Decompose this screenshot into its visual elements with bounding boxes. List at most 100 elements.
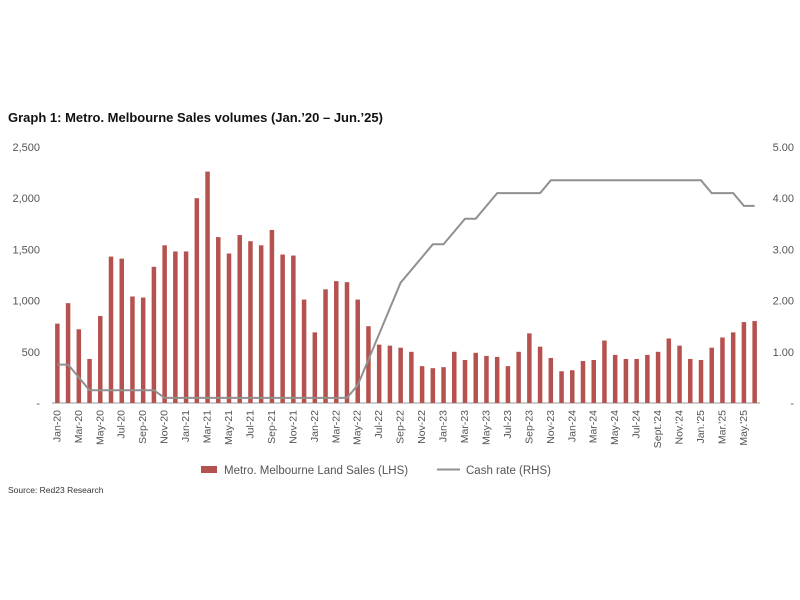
x-tick-label: May-24 [609, 410, 621, 445]
x-tick-label: Jan-23 [438, 410, 450, 442]
x-tick-label: Mar-22 [330, 410, 342, 443]
bar [216, 237, 221, 403]
bar [559, 371, 564, 403]
legend-swatch-land-sales [201, 466, 217, 473]
bar [527, 333, 532, 403]
bar [119, 258, 124, 403]
x-tick-label: Mar.'25 [716, 410, 728, 444]
left-tick-label: 500 [22, 347, 40, 359]
bar [162, 245, 167, 403]
x-tick-label: Nov-20 [159, 410, 171, 444]
x-tick-label: Jul-21 [244, 410, 256, 439]
bar [291, 255, 296, 403]
bar [494, 356, 500, 403]
x-tick-label: Nov.'24 [674, 410, 686, 445]
bar [269, 229, 275, 403]
x-tick-label: Jul-22 [373, 410, 385, 439]
bar [752, 321, 757, 403]
bar [65, 303, 71, 403]
bar [312, 332, 318, 403]
bar [591, 359, 596, 403]
x-tick-label: Mar-21 [202, 410, 214, 443]
bar [376, 344, 382, 403]
bar [580, 361, 586, 403]
x-tick-label: Sept.'24 [652, 410, 664, 448]
x-tick-label: May.'25 [738, 410, 750, 446]
bar [87, 358, 92, 403]
bar [516, 351, 521, 403]
x-tick-label: Nov-21 [287, 410, 299, 444]
bar [430, 368, 436, 403]
chart-title: Graph 1: Metro. Melbourne Sales volumes … [8, 110, 383, 125]
legend-label-land-sales: Metro. Melbourne Land Sales (LHS) [224, 465, 408, 477]
bar [205, 171, 210, 403]
bar [537, 346, 543, 403]
left-tick-label: 2,500 [12, 142, 40, 154]
bar [398, 347, 403, 403]
bar [194, 198, 200, 403]
x-tick-label: Mar-20 [73, 410, 85, 443]
left-axis: - 500 1,000 1,500 2,000 2,500 [12, 142, 40, 410]
right-tick-label: 4.00 [773, 193, 794, 205]
bar [730, 332, 736, 403]
bar [334, 281, 339, 403]
bar [548, 357, 554, 403]
left-tick-label: 1,500 [12, 244, 40, 256]
bar [688, 358, 693, 403]
x-tick-label: Jan.'25 [695, 410, 707, 444]
left-tick-label: - [36, 398, 40, 410]
bar [720, 337, 725, 403]
bar [677, 345, 682, 403]
x-tick-label: Sep-22 [395, 410, 407, 444]
right-tick-label: 2.00 [773, 296, 794, 308]
bar [248, 241, 253, 403]
bar [151, 266, 157, 403]
bar [323, 289, 328, 403]
bar [655, 351, 661, 403]
bar [645, 354, 650, 403]
x-tick-label: Jul-20 [116, 410, 128, 439]
x-tick-label: Nov-23 [545, 410, 557, 444]
left-tick-label: 2,000 [12, 193, 40, 205]
bar [570, 370, 575, 403]
bar [237, 235, 242, 403]
x-tick-label: May-22 [352, 410, 364, 445]
bar [484, 355, 489, 403]
bar [355, 299, 360, 403]
bar [130, 296, 135, 403]
bar [623, 358, 629, 403]
right-tick-label: - [790, 398, 794, 410]
bar [666, 338, 672, 403]
bar [602, 340, 607, 403]
x-tick-label: Jan-20 [51, 410, 63, 442]
source-note: Source: Red23 Research [8, 485, 104, 495]
x-tick-label: Jan-24 [566, 410, 578, 442]
x-tick-label: Sep-23 [523, 410, 535, 444]
bar [108, 256, 114, 403]
bar [698, 359, 704, 403]
x-axis: Jan-20 Mar-20 May-20 Jul-20 Sep-20 Nov-20 Jan-… [51, 410, 750, 448]
bar [505, 366, 511, 403]
bar [258, 245, 264, 403]
bar [473, 352, 478, 403]
x-tick-label: Mar-23 [459, 410, 471, 443]
x-tick-label: Jan-21 [180, 410, 192, 442]
bar [76, 329, 82, 403]
legend-label-cash-rate: Cash rate (RHS) [466, 465, 551, 477]
bar [55, 323, 60, 403]
right-axis: - 1.00 2.00 3.00 4.00 5.00 [773, 142, 795, 410]
x-tick-label: Sep-20 [137, 410, 149, 444]
bar [140, 297, 146, 403]
bar [634, 358, 639, 403]
x-tick-label: May-20 [94, 410, 106, 445]
bar [419, 366, 425, 403]
right-tick-label: 3.00 [773, 244, 794, 256]
bar [226, 253, 232, 403]
x-tick-label: Mar-24 [588, 410, 600, 443]
bar [709, 347, 714, 403]
x-tick-label: Jan-22 [309, 410, 321, 442]
x-tick-label: May-21 [223, 410, 235, 445]
bar [741, 322, 747, 403]
bar [387, 345, 393, 403]
bar [344, 282, 350, 403]
